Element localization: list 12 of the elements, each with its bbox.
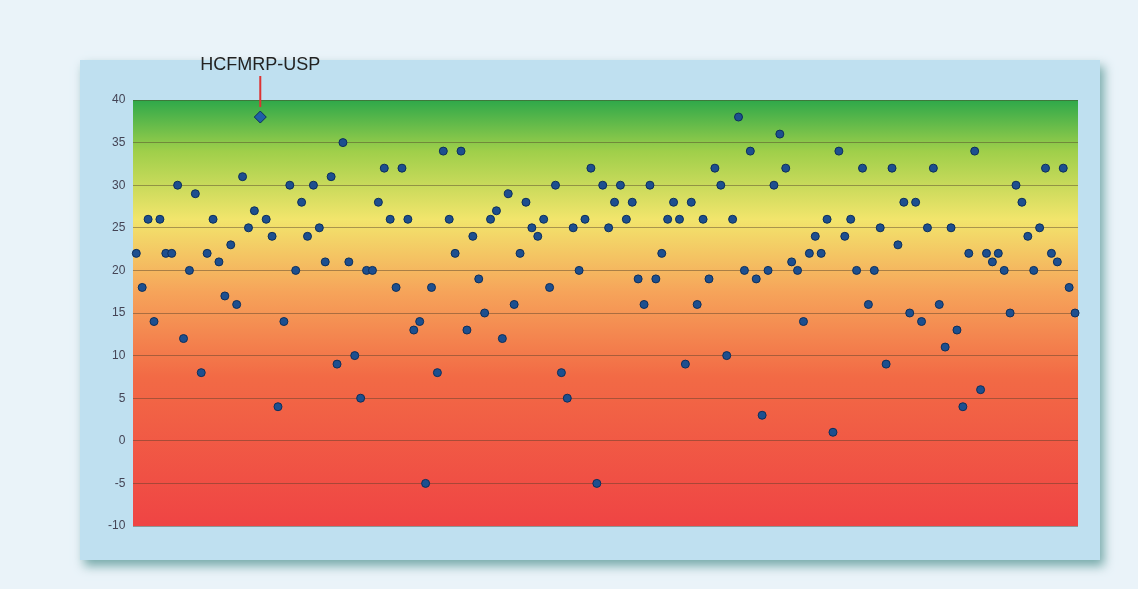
y-tick-label: -10 [108, 518, 126, 533]
annotation: HCFMRP-USP [200, 53, 321, 74]
y-tick-label: 35 [111, 134, 126, 149]
y-tick-label: 0 [118, 433, 126, 448]
y-tick-label: 15 [111, 305, 126, 320]
y-tick-label: 25 [111, 220, 126, 235]
y-tick-label: 30 [111, 177, 126, 192]
y-tick-label: 5 [118, 390, 126, 405]
y-tick-label: 10 [111, 347, 126, 362]
y-tick-label: 20 [111, 262, 126, 277]
y-tick-label: 40 [111, 92, 126, 107]
y-tick-label: -5 [114, 475, 126, 490]
